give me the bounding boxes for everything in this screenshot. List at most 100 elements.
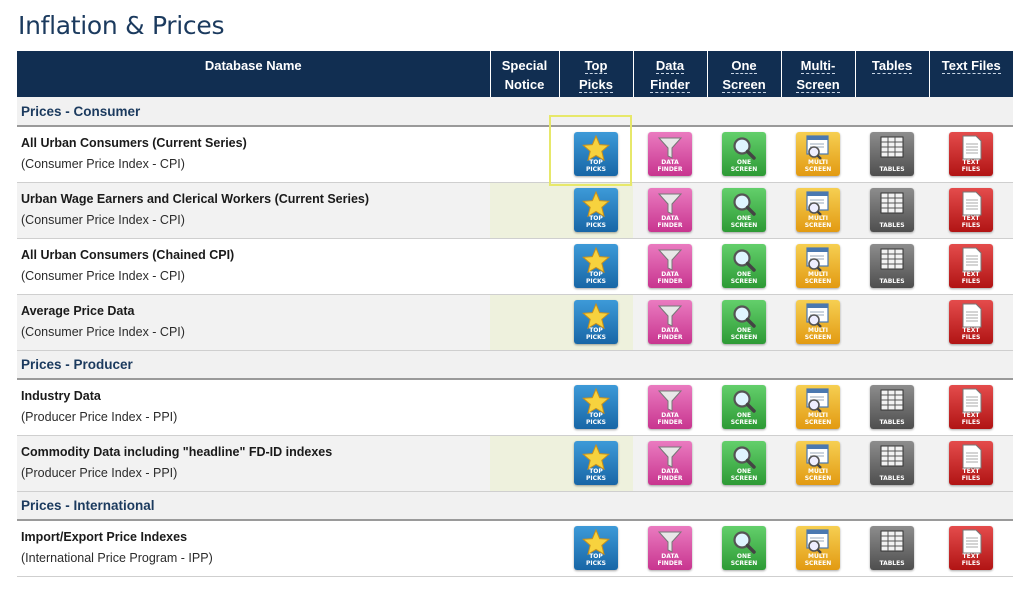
top-picks-button[interactable]: TOP PICKS bbox=[574, 188, 618, 232]
top-picks-button[interactable]: TOP PICKS bbox=[574, 385, 618, 430]
multi-screen-button[interactable]: MULTI SCREEN bbox=[796, 300, 840, 344]
tile-caption: TABLES bbox=[879, 165, 905, 173]
text-files-button[interactable]: TEXT FILES bbox=[949, 385, 993, 430]
top-picks-button[interactable]: TOP PICKS bbox=[574, 244, 618, 288]
tables-button[interactable]: TABLES bbox=[870, 385, 914, 430]
one-screen-button[interactable]: ONE SCREEN bbox=[722, 385, 766, 430]
multi-screen-cell: MULTI SCREEN bbox=[781, 294, 855, 351]
text-files-button[interactable]: TEXT FILES bbox=[949, 441, 993, 485]
one-screen-cell: ONE SCREEN bbox=[707, 294, 781, 351]
database-title-link[interactable]: Average Price Data bbox=[21, 304, 135, 318]
table-row: All Urban Consumers (Chained CPI) (Consum… bbox=[17, 238, 1013, 295]
col-header-tables[interactable]: Tables bbox=[855, 51, 930, 97]
tables-button[interactable]: TABLES bbox=[870, 244, 914, 288]
tile-caption: TOP PICKS bbox=[585, 412, 606, 426]
multi-screen-cell: MULTI SCREEN bbox=[781, 435, 855, 492]
one-screen-button[interactable]: ONE SCREEN bbox=[722, 244, 766, 288]
data-finder-button[interactable]: DATA FINDER bbox=[648, 188, 692, 232]
one-screen-button[interactable]: ONE SCREEN bbox=[722, 441, 766, 485]
tile-caption: MULTI SCREEN bbox=[804, 271, 832, 285]
top-picks-cell: TOP PICKS bbox=[559, 379, 633, 436]
database-name-cell: All Urban Consumers (Chained CPI) (Consum… bbox=[17, 238, 490, 295]
data-finder-button[interactable]: DATA FINDER bbox=[648, 526, 692, 571]
section-label: Prices - Producer bbox=[17, 350, 1013, 380]
one-screen-cell: ONE SCREEN bbox=[707, 238, 781, 295]
database-title-link[interactable]: Import/Export Price Indexes bbox=[21, 530, 188, 545]
data-finder-button[interactable]: DATA FINDER bbox=[648, 441, 692, 485]
text-files-button[interactable]: TEXT FILES bbox=[949, 300, 993, 344]
multi-screen-button[interactable]: MULTI SCREEN bbox=[796, 441, 840, 485]
database-subtitle: (Producer Price Index - PPI) bbox=[21, 466, 178, 480]
col-header-multi-screen[interactable]: Multi- Screen bbox=[781, 51, 856, 97]
one-screen-button[interactable]: ONE SCREEN bbox=[722, 300, 766, 344]
data-finder-button[interactable]: DATA FINDER bbox=[648, 244, 692, 288]
tile-caption: DATA FINDER bbox=[657, 215, 683, 229]
data-finder-button[interactable]: DATA FINDER bbox=[648, 132, 692, 177]
data-finder-cell: DATA FINDER bbox=[633, 294, 707, 351]
database-title-link[interactable]: Commodity Data including "headline" FD-I… bbox=[21, 445, 333, 459]
table-row: Urban Wage Earners and Clerical Workers … bbox=[17, 182, 1013, 239]
one-screen-button[interactable]: ONE SCREEN bbox=[722, 188, 766, 232]
tile-caption: ONE SCREEN bbox=[730, 159, 758, 173]
text-files-button[interactable]: TEXT FILES bbox=[949, 526, 993, 571]
tile-caption: MULTI SCREEN bbox=[804, 468, 832, 482]
tables-button[interactable]: TABLES bbox=[870, 188, 914, 232]
top-picks-button[interactable]: TOP PICKS bbox=[574, 132, 618, 177]
table-row: All Urban Consumers (Current Series) (Con… bbox=[17, 126, 1013, 183]
text-files-button[interactable]: TEXT FILES bbox=[949, 244, 993, 288]
text-files-cell: TEXT FILES bbox=[929, 520, 1013, 577]
one-screen-button[interactable]: ONE SCREEN bbox=[722, 132, 766, 177]
tile-caption: ONE SCREEN bbox=[730, 271, 758, 285]
tile-caption: TEXT FILES bbox=[961, 159, 981, 173]
data-finder-cell: DATA FINDER bbox=[633, 379, 707, 436]
database-title-link[interactable]: All Urban Consumers (Current Series) bbox=[21, 136, 247, 151]
section-header-producer: Prices - Producer bbox=[17, 350, 1013, 380]
database-name-cell: Commodity Data including "headline" FD-I… bbox=[17, 435, 490, 492]
special-notice-cell bbox=[490, 435, 559, 492]
database-title-link[interactable]: Industry Data bbox=[21, 389, 101, 404]
top-picks-button[interactable]: TOP PICKS bbox=[574, 441, 618, 485]
text-files-button[interactable]: TEXT FILES bbox=[949, 132, 993, 177]
top-picks-cell: TOP PICKS bbox=[559, 520, 633, 577]
tile-caption: TEXT FILES bbox=[961, 553, 981, 567]
tables-button[interactable]: TABLES bbox=[870, 526, 914, 571]
database-name-cell: Urban Wage Earners and Clerical Workers … bbox=[17, 182, 490, 239]
top-picks-button[interactable]: TOP PICKS bbox=[574, 526, 618, 571]
top-picks-button[interactable]: TOP PICKS bbox=[574, 300, 618, 344]
tables-cell: TABLES bbox=[855, 435, 929, 492]
text-files-cell: TEXT FILES bbox=[929, 435, 1013, 492]
text-files-button[interactable]: TEXT FILES bbox=[949, 188, 993, 232]
data-finder-button[interactable]: DATA FINDER bbox=[648, 385, 692, 430]
one-screen-button[interactable]: ONE SCREEN bbox=[722, 526, 766, 571]
section-header-consumer: Prices - Consumer bbox=[17, 97, 1013, 127]
data-finder-button[interactable]: DATA FINDER bbox=[648, 300, 692, 344]
multi-screen-button[interactable]: MULTI SCREEN bbox=[796, 244, 840, 288]
col-header-data-finder[interactable]: Data Finder bbox=[633, 51, 708, 97]
col-header-top-picks[interactable]: Top Picks bbox=[559, 51, 634, 97]
tile-caption: TEXT FILES bbox=[961, 412, 981, 426]
database-title-link[interactable]: All Urban Consumers (Chained CPI) bbox=[21, 248, 235, 262]
multi-screen-cell: MULTI SCREEN bbox=[781, 238, 855, 295]
section-header-international: Prices - International bbox=[17, 491, 1013, 521]
multi-screen-button[interactable]: MULTI SCREEN bbox=[796, 526, 840, 571]
tile-caption: TABLES bbox=[879, 474, 905, 482]
tile-caption: TOP PICKS bbox=[585, 327, 606, 341]
multi-screen-button[interactable]: MULTI SCREEN bbox=[796, 132, 840, 177]
tile-caption: DATA FINDER bbox=[657, 271, 683, 285]
col-header-one-screen[interactable]: One Screen bbox=[707, 51, 782, 97]
multi-screen-button[interactable]: MULTI SCREEN bbox=[796, 385, 840, 430]
database-title-link[interactable]: Urban Wage Earners and Clerical Workers … bbox=[21, 192, 370, 206]
col-header-text-files[interactable]: Text Files bbox=[929, 51, 1013, 97]
database-subtitle: (Consumer Price Index - CPI) bbox=[21, 157, 185, 172]
multi-screen-button[interactable]: MULTI SCREEN bbox=[796, 188, 840, 232]
tile-caption: TABLES bbox=[879, 418, 905, 426]
tables-button[interactable]: TABLES bbox=[870, 441, 914, 485]
tile-caption: MULTI SCREEN bbox=[804, 412, 832, 426]
multi-screen-cell: MULTI SCREEN bbox=[781, 520, 855, 577]
tile-caption: TEXT FILES bbox=[961, 271, 981, 285]
tile-caption: TABLES bbox=[879, 559, 905, 567]
page-title: Inflation & Prices bbox=[18, 11, 225, 40]
tile-caption: ONE SCREEN bbox=[730, 215, 758, 229]
data-finder-cell: DATA FINDER bbox=[633, 520, 707, 577]
tables-button[interactable]: TABLES bbox=[870, 132, 914, 177]
